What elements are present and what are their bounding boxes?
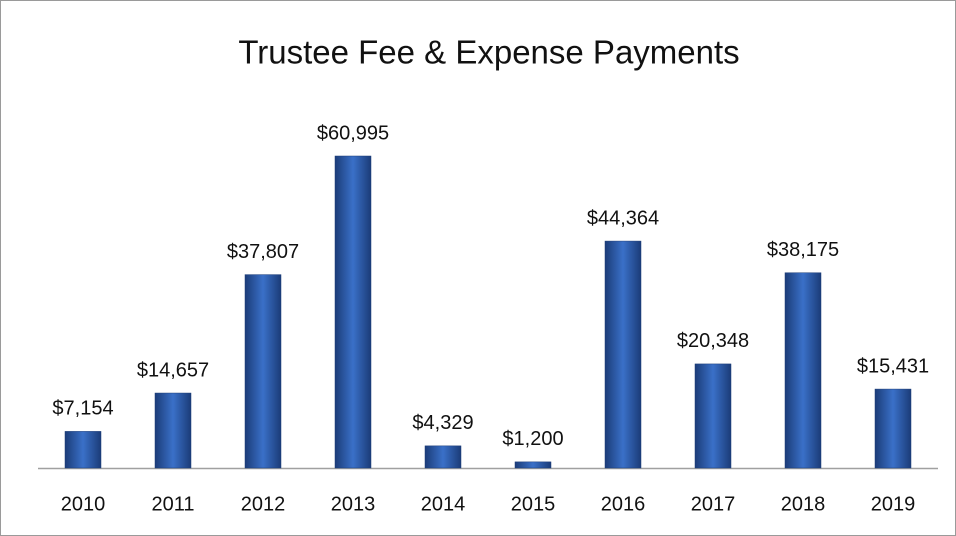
- bar: [514, 461, 552, 469]
- bar: [604, 240, 642, 469]
- bar: [154, 392, 192, 469]
- bar: [244, 274, 282, 469]
- data-label: $4,329: [412, 412, 473, 434]
- data-label: $1,200: [502, 428, 563, 450]
- x-tick-label: 2011: [151, 493, 194, 515]
- x-tick-label: 2013: [331, 493, 376, 515]
- x-tick-label: 2010: [61, 493, 106, 515]
- bar: [64, 431, 102, 469]
- bar: [424, 445, 462, 469]
- bar: [334, 155, 372, 469]
- data-label: $38,175: [767, 239, 839, 261]
- data-label: $37,807: [227, 241, 299, 263]
- bar: [874, 388, 912, 469]
- x-tick-label: 2016: [601, 493, 646, 515]
- data-label: $20,348: [677, 330, 749, 352]
- data-label: $60,995: [317, 122, 389, 144]
- bar: [784, 272, 822, 469]
- bar: [694, 363, 732, 469]
- x-tick-label: 2012: [241, 493, 286, 515]
- x-tick-label: 2015: [511, 493, 556, 515]
- x-tick-label: 2014: [421, 493, 466, 515]
- x-tick-label: 2019: [871, 493, 916, 515]
- data-label: $7,154: [52, 398, 113, 420]
- data-label: $14,657: [137, 359, 209, 381]
- data-label: $15,431: [857, 355, 929, 377]
- x-tick-label: 2018: [781, 493, 826, 515]
- data-label: $44,364: [587, 207, 659, 229]
- chart-title: Trustee Fee & Expense Payments: [238, 34, 739, 71]
- x-tick-label: 2017: [691, 493, 736, 515]
